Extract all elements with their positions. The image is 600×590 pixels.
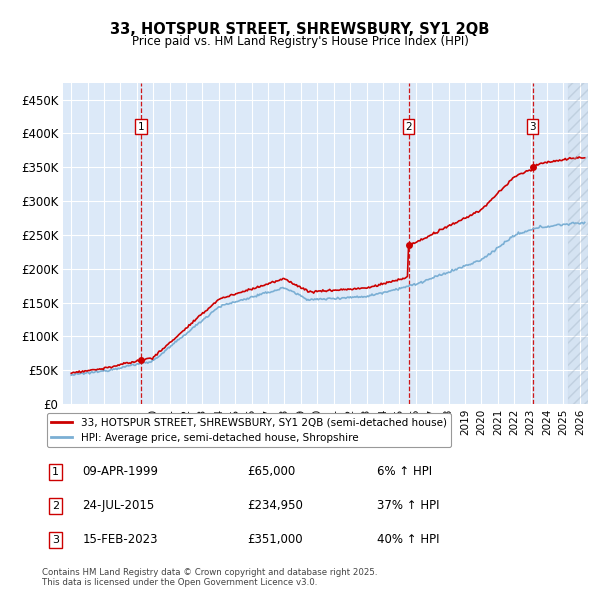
Text: 1: 1 bbox=[138, 122, 145, 132]
Text: £234,950: £234,950 bbox=[247, 499, 303, 513]
Text: £351,000: £351,000 bbox=[247, 533, 303, 546]
Text: 6% ↑ HPI: 6% ↑ HPI bbox=[377, 466, 432, 478]
Text: 3: 3 bbox=[529, 122, 536, 132]
Text: 40% ↑ HPI: 40% ↑ HPI bbox=[377, 533, 439, 546]
Text: 1: 1 bbox=[52, 467, 59, 477]
Text: 15-FEB-2023: 15-FEB-2023 bbox=[83, 533, 158, 546]
Text: Contains HM Land Registry data © Crown copyright and database right 2025.
This d: Contains HM Land Registry data © Crown c… bbox=[42, 568, 377, 587]
Text: 33, HOTSPUR STREET, SHREWSBURY, SY1 2QB: 33, HOTSPUR STREET, SHREWSBURY, SY1 2QB bbox=[110, 22, 490, 37]
Text: 24-JUL-2015: 24-JUL-2015 bbox=[83, 499, 155, 513]
Text: 2: 2 bbox=[52, 501, 59, 511]
Text: 2: 2 bbox=[405, 122, 412, 132]
Bar bbox=[568, 83, 588, 404]
Text: 3: 3 bbox=[52, 535, 59, 545]
Text: 09-APR-1999: 09-APR-1999 bbox=[83, 466, 158, 478]
Bar bbox=[568, 83, 588, 404]
Legend: 33, HOTSPUR STREET, SHREWSBURY, SY1 2QB (semi-detached house), HPI: Average pric: 33, HOTSPUR STREET, SHREWSBURY, SY1 2QB … bbox=[47, 414, 451, 447]
Text: Price paid vs. HM Land Registry's House Price Index (HPI): Price paid vs. HM Land Registry's House … bbox=[131, 35, 469, 48]
Text: 37% ↑ HPI: 37% ↑ HPI bbox=[377, 499, 439, 513]
Text: £65,000: £65,000 bbox=[247, 466, 295, 478]
